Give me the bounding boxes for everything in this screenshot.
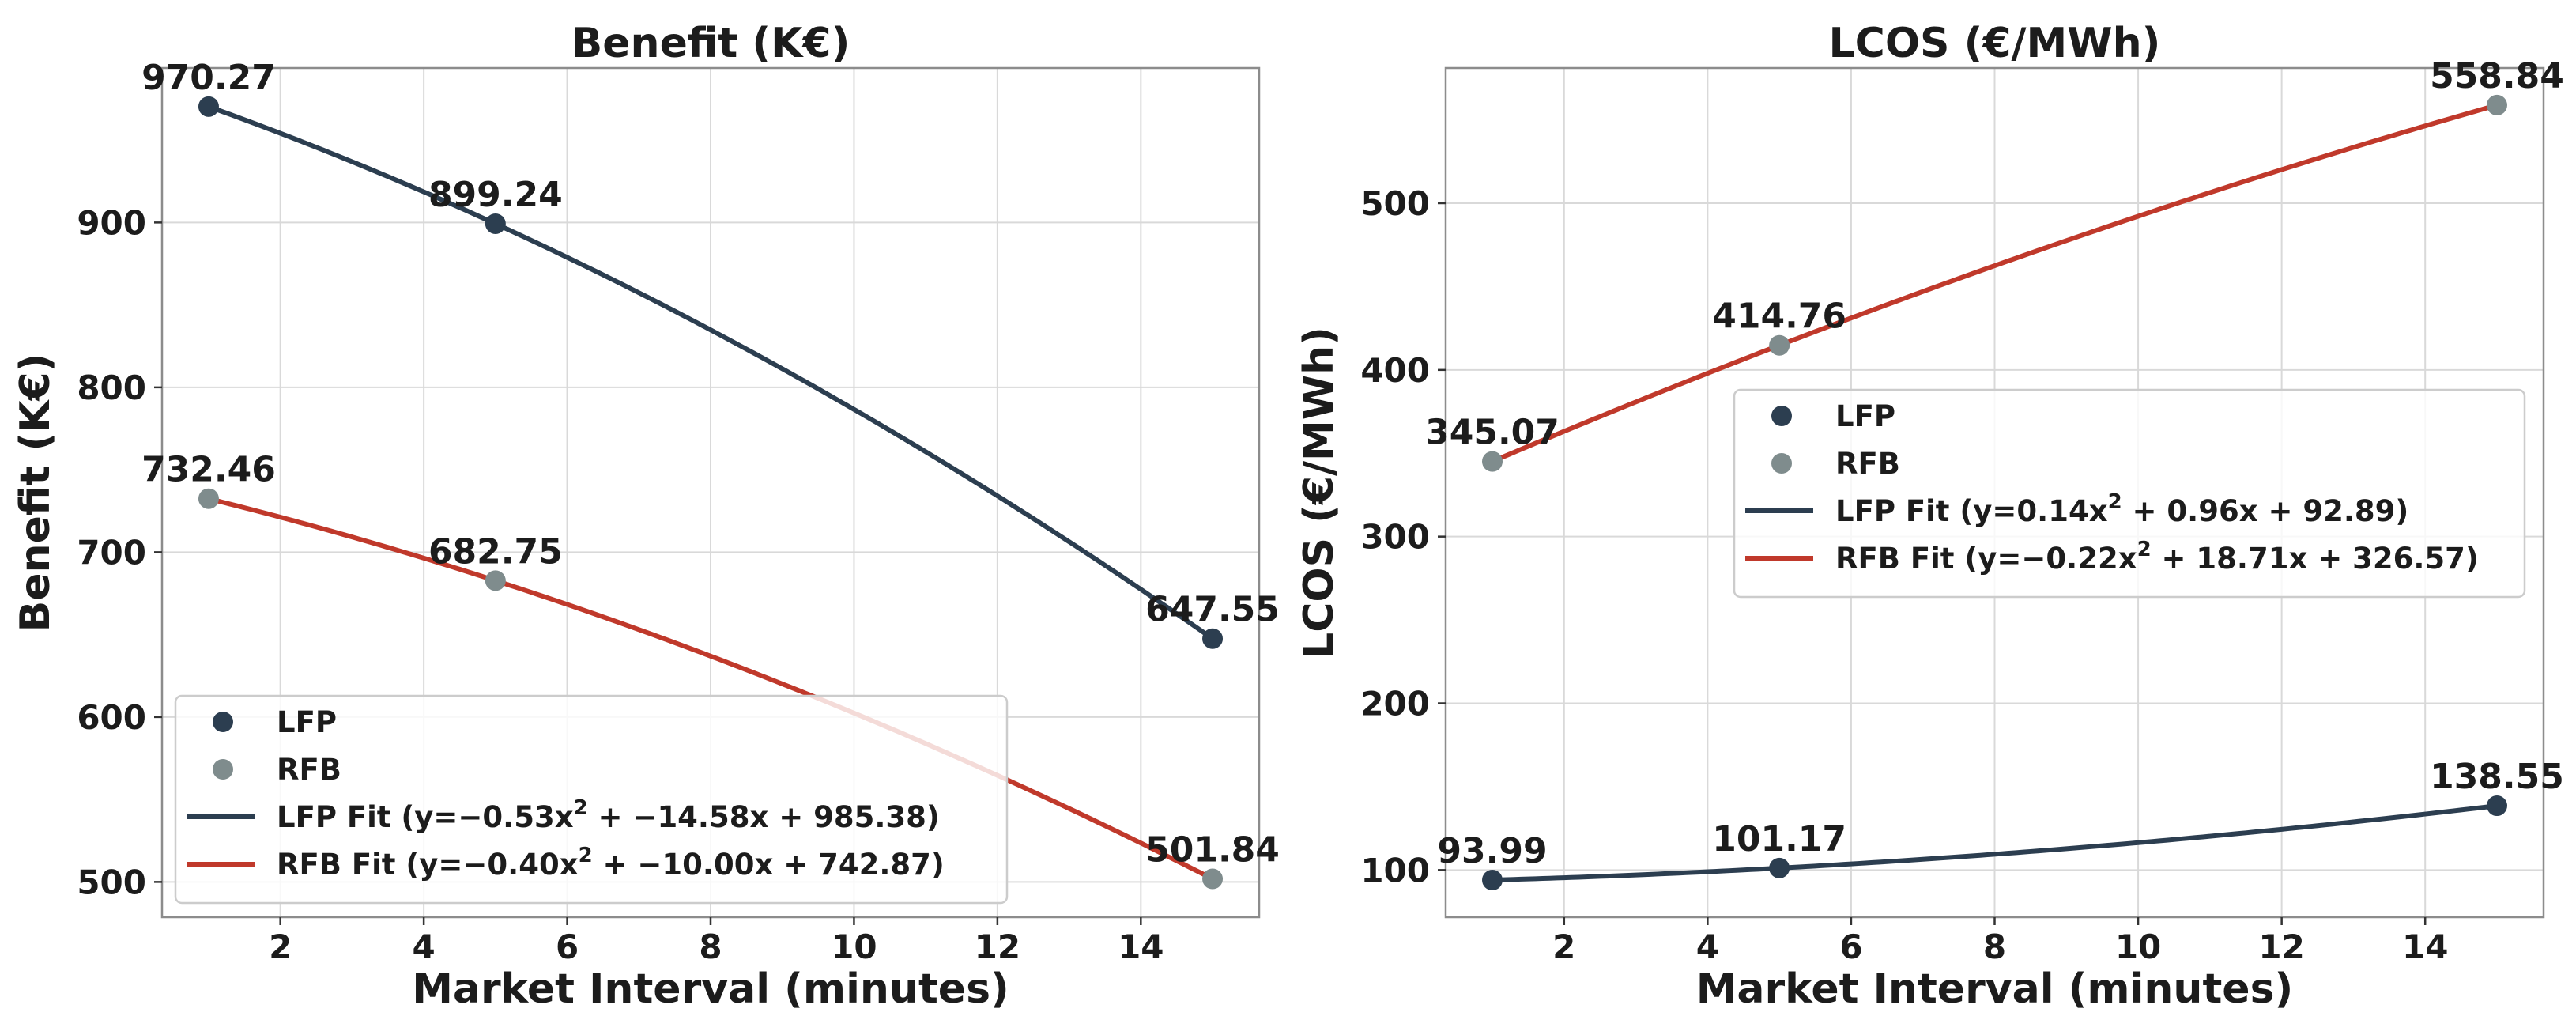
lfp-data-label: 101.17	[1712, 819, 1846, 859]
lfp-fit-line	[1492, 803, 2498, 882]
legend-rfb-fit-prefix: RFB Fit (y=−0.40x	[277, 848, 579, 882]
lfp-data-label: 138.55	[2430, 757, 2564, 797]
rfb-fit-line	[1491, 103, 2498, 464]
legend-lfp-fit-exponent: 2	[574, 796, 588, 820]
x-tick-label: 8	[1983, 927, 2006, 966]
rfb-point	[198, 488, 219, 509]
x-tick-label: 12	[975, 927, 1020, 966]
x-axis-label: Market Interval (minutes)	[412, 965, 1009, 1013]
x-tick-label: 6	[1839, 927, 1862, 966]
lfp-point	[1202, 628, 1224, 649]
benefit-chart: 2 4 6 8 10 12 14 500 600 700 800 900 Benefit (K€) Mar…	[12, 20, 1280, 1013]
y-axis-label: LCOS (€/MWh)	[1296, 327, 1343, 659]
legend-lfp-fit-suffix: + 0.96x + 92.89)	[2122, 494, 2409, 528]
y-tick-label: 400	[1360, 351, 1430, 390]
legend-rfb-label: RFB	[1835, 447, 1900, 481]
chart-title: LCOS (€/MWh)	[1829, 20, 2161, 67]
x-axis-label: Market Interval (minutes)	[1696, 965, 2294, 1013]
legend-rfb-fit-label: RFB Fit (y=−0.22x2 + 18.71x + 326.57)	[1835, 538, 2479, 576]
lfp-point	[1769, 857, 1790, 878]
lfp-data-label: 899.24	[428, 175, 563, 215]
y-axis-label: Benefit (K€)	[12, 353, 59, 633]
x-tick-label: 10	[2115, 927, 2161, 966]
legend-lfp-fit-label: LFP Fit (y=0.14x2 + 0.96x + 92.89)	[1835, 490, 2408, 528]
x-tick-label: 4	[1696, 927, 1719, 966]
lcos-chart: 2 4 6 8 10 12 14 100 200 300 400 500 LCOS (€/MWh) Mar…	[1296, 20, 2564, 1013]
y-tick-label: 100	[1360, 851, 1430, 890]
legend-lfp-marker	[1771, 406, 1792, 426]
rfb-data-label: 558.84	[2430, 56, 2564, 96]
legend-rfb-fit-exponent: 2	[579, 844, 593, 867]
lfp-fit-line	[207, 104, 1214, 641]
rfb-fit-line	[208, 496, 1214, 882]
x-tick-label: 14	[2402, 927, 2448, 966]
rfb-data-label: 732.46	[141, 450, 276, 490]
chart-title: Benefit (K€)	[571, 20, 850, 67]
legend-rfb-label: RFB	[277, 753, 341, 787]
rfb-point	[1769, 334, 1790, 356]
x-tick-label: 8	[699, 927, 722, 966]
lfp-data-label: 93.99	[1437, 831, 1547, 871]
x-tick-label: 6	[556, 927, 579, 966]
legend-lfp-label: LFP	[277, 705, 337, 739]
legend-rfb-marker	[1771, 453, 1792, 474]
y-tick-label: 900	[77, 203, 146, 242]
x-tick-label: 2	[269, 927, 292, 966]
lfp-point	[1482, 870, 1503, 891]
legend-rfb-fit-suffix: + −10.00x + 742.87)	[593, 848, 945, 882]
lfp-data-label: 970.27	[141, 58, 276, 98]
rfb-data-label: 414.76	[1712, 297, 1846, 337]
legend-lfp-label: LFP	[1835, 399, 1895, 433]
x-tick-label: 4	[413, 927, 436, 966]
rfb-data-label: 345.07	[1425, 413, 1560, 453]
legend-rfb-fit-prefix: RFB Fit (y=−0.22x	[1835, 542, 2137, 576]
y-tick-label: 800	[77, 368, 146, 407]
rfb-data-label: 682.75	[428, 531, 563, 572]
lfp-point	[485, 213, 506, 234]
lfp-data-label: 647.55	[1145, 590, 1280, 630]
legend-lfp-fit-exponent: 2	[2108, 490, 2122, 514]
rfb-point	[485, 570, 506, 591]
legend-rfb-fit-exponent: 2	[2137, 538, 2152, 561]
rfb-point	[1202, 868, 1224, 890]
legend-lfp-marker	[213, 712, 233, 732]
legend-lfp-fit-label: LFP Fit (y=−0.53x2 + −14.58x + 985.38)	[277, 796, 940, 834]
legend-box	[1733, 388, 2526, 599]
y-tick-label: 300	[1360, 518, 1430, 557]
y-tick-label: 700	[77, 533, 146, 572]
x-tick-label: 12	[2258, 927, 2304, 966]
y-tick-label: 600	[77, 698, 146, 737]
rfb-data-label: 501.84	[1145, 830, 1280, 871]
x-tick-label: 14	[1118, 927, 1164, 966]
rfb-point	[1482, 451, 1503, 472]
lfp-point	[198, 96, 219, 117]
y-tick-label: 500	[1360, 184, 1430, 223]
legend-rfb-fit-label: RFB Fit (y=−0.40x2 + −10.00x + 742.87)	[277, 844, 945, 882]
lfp-point	[2486, 795, 2507, 817]
legend: LFP RFB LFP Fit (y=−0.53x2 + −14.58x + 985…	[174, 694, 1009, 905]
legend-rfb-fit-suffix: + 18.71x + 326.57)	[2152, 542, 2479, 576]
legend-rfb-marker	[213, 759, 233, 780]
legend-lfp-fit-prefix: LFP Fit (y=0.14x	[1835, 494, 2108, 528]
x-tick-label: 10	[831, 927, 877, 966]
y-tick-label: 200	[1360, 684, 1430, 723]
legend-box	[174, 694, 1009, 905]
x-tick-label: 2	[1552, 927, 1575, 966]
legend-lfp-fit-prefix: LFP Fit (y=−0.53x	[277, 800, 574, 834]
y-tick-label: 500	[77, 863, 146, 901]
rfb-point	[2486, 94, 2507, 115]
legend-lfp-fit-suffix: + −14.58x + 985.38)	[588, 800, 940, 834]
